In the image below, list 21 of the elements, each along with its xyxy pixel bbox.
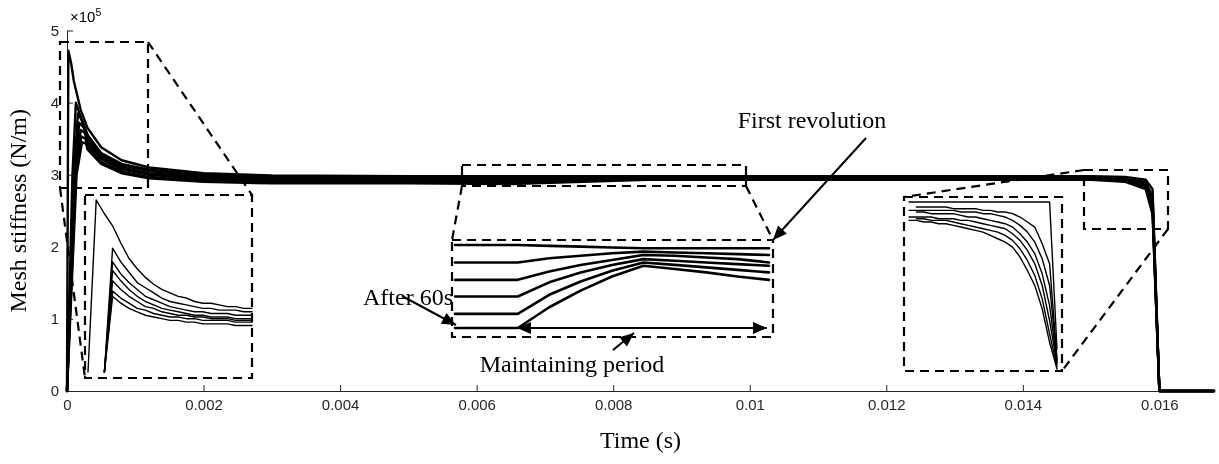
y-tick-label: 1 [50,310,59,328]
x-tick-label: 0.01 [735,395,765,413]
annotation: Maintaining period [479,351,665,377]
x-tick-label: 0.012 [868,395,906,413]
annotation: First revolution [737,107,887,133]
y-axis-title: Mesh stiffness (N/m) [5,108,31,313]
text: ×10$^{5}$ [70,6,102,25]
y-tick-label: 4 [50,93,59,111]
x-tick-label: 0.014 [1004,395,1043,413]
x-tick-label: 0.016 [1141,395,1179,413]
y-tick-label: 5 [50,21,59,39]
y-tick-label: 3 [50,166,59,183]
x-tick-label: 0.002 [185,395,223,413]
y-tick-label: 0 [50,382,59,400]
x-tick-label: 0.006 [458,395,496,413]
x-tick-label: 0 [63,395,72,413]
y-tick-label: 2 [50,238,59,256]
x-tick-label: 0.004 [321,395,360,413]
x-axis-title: Time (s) [599,427,682,453]
x-tick-label: 0.008 [594,395,633,413]
annotation: After 60s [363,284,453,310]
